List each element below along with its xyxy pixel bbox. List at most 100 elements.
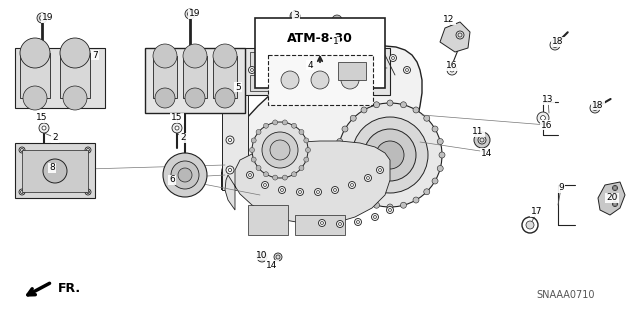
Circle shape xyxy=(319,219,326,226)
Circle shape xyxy=(282,175,287,180)
Circle shape xyxy=(257,80,263,86)
Circle shape xyxy=(387,100,393,106)
Circle shape xyxy=(23,86,47,110)
Circle shape xyxy=(287,77,293,83)
Text: 16: 16 xyxy=(446,62,458,70)
Circle shape xyxy=(228,168,232,172)
Circle shape xyxy=(342,126,348,132)
Circle shape xyxy=(424,115,430,121)
Circle shape xyxy=(526,221,534,229)
Circle shape xyxy=(226,166,234,174)
Circle shape xyxy=(447,65,457,75)
Text: 15: 15 xyxy=(36,114,48,122)
Circle shape xyxy=(350,115,356,121)
Bar xyxy=(292,18,298,58)
Text: 20: 20 xyxy=(606,194,618,203)
Circle shape xyxy=(367,59,373,65)
Circle shape xyxy=(474,132,490,148)
Circle shape xyxy=(278,187,285,194)
Bar xyxy=(295,215,345,235)
Circle shape xyxy=(304,138,309,143)
Circle shape xyxy=(319,43,321,45)
Text: SNAAA0710: SNAAA0710 xyxy=(536,290,595,300)
Circle shape xyxy=(266,54,273,61)
Circle shape xyxy=(424,189,430,195)
Circle shape xyxy=(437,138,444,145)
Circle shape xyxy=(248,66,255,73)
Circle shape xyxy=(376,167,383,174)
Circle shape xyxy=(379,169,381,171)
Circle shape xyxy=(612,186,618,190)
Circle shape xyxy=(387,206,394,213)
Circle shape xyxy=(337,138,343,145)
Text: 2: 2 xyxy=(180,133,186,143)
Bar xyxy=(22,150,88,192)
Polygon shape xyxy=(598,182,625,215)
Circle shape xyxy=(250,147,255,152)
Circle shape xyxy=(390,55,397,62)
Circle shape xyxy=(251,138,256,143)
Polygon shape xyxy=(225,141,390,224)
Circle shape xyxy=(335,152,341,158)
Text: 12: 12 xyxy=(444,16,454,25)
Circle shape xyxy=(215,88,235,108)
Circle shape xyxy=(226,101,234,109)
Circle shape xyxy=(365,174,371,182)
Bar xyxy=(153,56,177,98)
Circle shape xyxy=(374,202,380,208)
Circle shape xyxy=(262,132,298,168)
Text: 14: 14 xyxy=(266,261,278,270)
Circle shape xyxy=(387,204,393,210)
Text: 9: 9 xyxy=(558,183,564,192)
Circle shape xyxy=(332,15,342,25)
Circle shape xyxy=(437,166,444,171)
Text: 18: 18 xyxy=(552,38,564,47)
Circle shape xyxy=(153,44,177,68)
Circle shape xyxy=(291,172,296,177)
Circle shape xyxy=(172,123,182,133)
Circle shape xyxy=(85,189,91,195)
Text: 5: 5 xyxy=(235,83,241,92)
Circle shape xyxy=(294,47,296,49)
Circle shape xyxy=(317,190,319,193)
Circle shape xyxy=(280,189,284,191)
Circle shape xyxy=(349,182,355,189)
Circle shape xyxy=(228,103,232,107)
Bar xyxy=(20,53,50,98)
Circle shape xyxy=(290,11,300,21)
Circle shape xyxy=(344,43,346,45)
Circle shape xyxy=(339,223,341,226)
Bar xyxy=(330,75,365,91)
Bar xyxy=(338,62,366,80)
Polygon shape xyxy=(222,46,422,193)
Text: 15: 15 xyxy=(172,114,183,122)
Bar xyxy=(213,56,237,98)
Circle shape xyxy=(612,202,618,206)
Circle shape xyxy=(367,177,369,179)
Circle shape xyxy=(299,130,304,135)
Circle shape xyxy=(256,130,261,135)
Circle shape xyxy=(282,120,287,125)
Bar xyxy=(248,205,288,235)
Circle shape xyxy=(264,184,266,186)
Circle shape xyxy=(537,112,549,124)
Text: 2: 2 xyxy=(52,133,58,143)
Circle shape xyxy=(317,77,323,83)
Polygon shape xyxy=(245,48,390,95)
Circle shape xyxy=(305,147,310,152)
Circle shape xyxy=(299,190,301,193)
Circle shape xyxy=(356,221,360,223)
Circle shape xyxy=(42,126,46,130)
Text: 14: 14 xyxy=(481,149,493,158)
Circle shape xyxy=(171,161,199,189)
Circle shape xyxy=(550,40,560,50)
Circle shape xyxy=(338,103,442,207)
Circle shape xyxy=(269,56,271,58)
Circle shape xyxy=(317,41,323,48)
Circle shape xyxy=(252,122,308,178)
Text: 4: 4 xyxy=(307,61,313,70)
Circle shape xyxy=(20,38,50,68)
Bar xyxy=(268,55,373,105)
Circle shape xyxy=(291,44,298,51)
Circle shape xyxy=(297,59,303,65)
